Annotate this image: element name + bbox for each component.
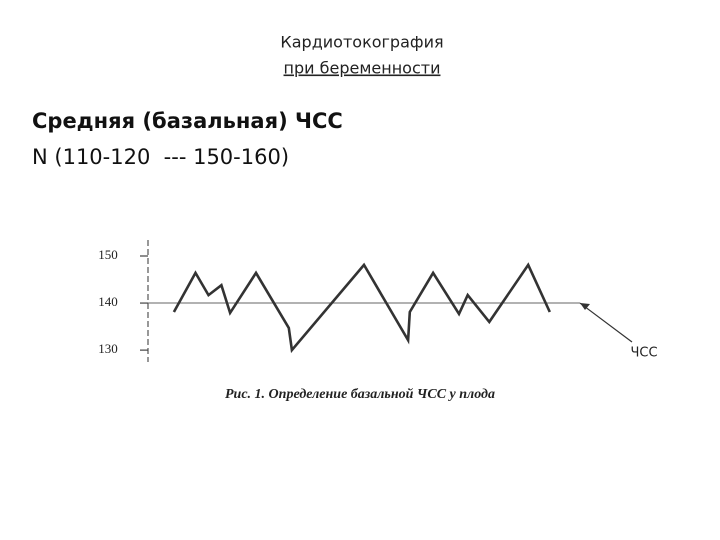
arrow-head (580, 303, 590, 311)
subtitle: при беременности (284, 59, 441, 78)
y-tick-label: 150 (98, 247, 118, 262)
title: Кардиотокография (280, 33, 443, 52)
annotation: ЧСС (630, 346, 657, 361)
norm-text: N (110-120 --- 150-160) (32, 145, 289, 169)
caption: Рис. 1. Определение базальной ЧСС у плод… (225, 387, 495, 402)
y-tick-label: 130 (98, 341, 118, 356)
annotation-arrow (579, 302, 633, 343)
y-tick-label: 140 (98, 294, 118, 309)
heart-rate-line (172, 262, 551, 354)
heading: Средняя (базальная) ЧСС (32, 109, 343, 133)
